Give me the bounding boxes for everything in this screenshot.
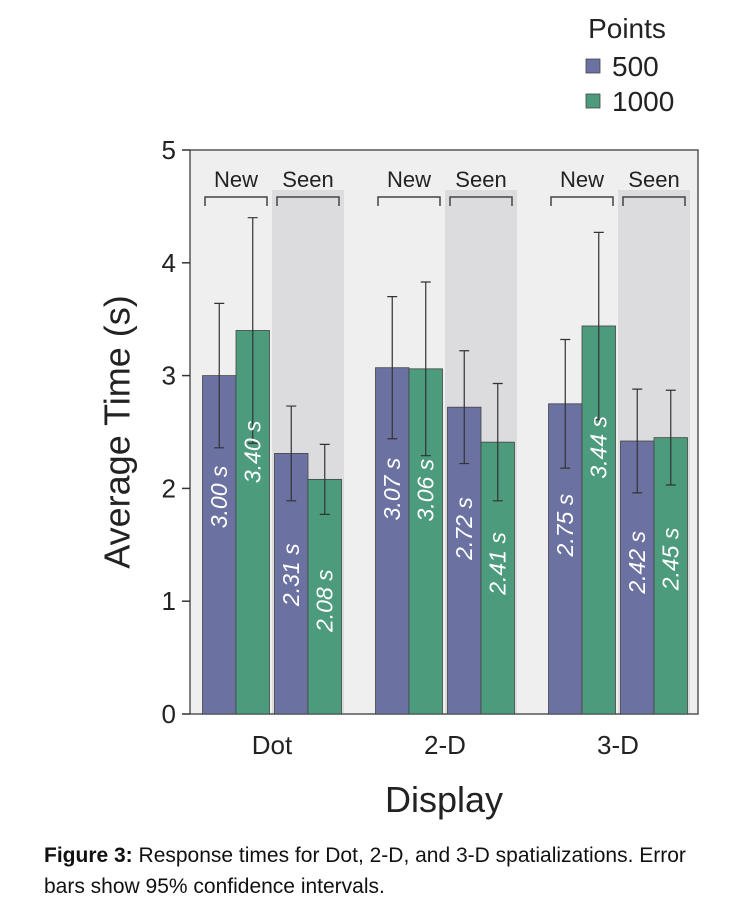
error-bar: [665, 389, 676, 486]
error-bar: [214, 302, 225, 449]
value-label: 3.07 s: [379, 457, 405, 520]
value-label: 2.75 s: [552, 493, 578, 557]
error-bar: [560, 338, 571, 469]
subgroup-bracket: [377, 196, 441, 206]
caption-label: Figure 3:: [44, 844, 133, 867]
legend-label: 500: [612, 51, 659, 82]
error-bar: [593, 231, 604, 421]
y-tick-label: 4: [162, 248, 176, 278]
subgroup-label: New: [214, 167, 258, 192]
x-tick-label: 2-D: [424, 730, 466, 760]
error-bar: [459, 350, 470, 465]
y-tick-label: 5: [162, 135, 176, 165]
legend-swatch: [585, 58, 601, 74]
subgroup-label: Seen: [282, 167, 333, 192]
value-label: 2.08 s: [312, 569, 338, 633]
subgroup-label: New: [560, 167, 604, 192]
error-bar: [286, 405, 297, 502]
error-bar: [420, 281, 431, 457]
error-bar: [387, 296, 398, 440]
subgroup-label: Seen: [628, 167, 679, 192]
y-tick-label: 2: [162, 473, 176, 503]
subgroup-label: Seen: [455, 167, 506, 192]
error-bar: [247, 217, 258, 444]
plot-frame: [189, 149, 699, 715]
bar: [307, 478, 342, 715]
value-label: 2.41 s: [485, 532, 511, 596]
x-tick-label: 3-D: [597, 730, 639, 760]
caption-text: Response times for Dot, 2-D, and 3-D spa…: [44, 844, 686, 898]
subgroup-bracket: [204, 196, 268, 206]
legend-label: 1000: [612, 86, 674, 117]
legend-title: Points: [588, 13, 666, 44]
value-label: 2.45 s: [658, 527, 684, 591]
y-tick-label: 3: [162, 361, 176, 391]
subgroup-bracket: [622, 196, 686, 206]
error-bar: [492, 382, 503, 502]
value-label: 3.00 s: [206, 465, 232, 528]
x-tick-label: Dot: [252, 730, 293, 760]
subgroup-label: New: [387, 167, 431, 192]
error-bar: [632, 388, 643, 494]
value-label: 2.31 s: [278, 543, 304, 607]
value-label: 3.44 s: [586, 415, 612, 478]
caption: Figure 3: Response times for Dot, 2-D, a…: [44, 840, 704, 902]
legend-swatch: [585, 93, 601, 109]
value-label: 2.42 s: [624, 531, 650, 595]
subgroup-bracket: [276, 196, 340, 206]
error-bar: [319, 443, 330, 515]
y-tick-label: 0: [162, 699, 176, 729]
subgroup-bracket: [449, 196, 513, 206]
subgroup-bracket: [550, 196, 614, 206]
value-label: 3.06 s: [413, 458, 439, 521]
bar: [620, 440, 655, 715]
value-label: 3.40 s: [240, 420, 266, 483]
x-axis-label: Display: [385, 779, 503, 820]
y-axis-label: Average Time (s): [97, 295, 138, 568]
chart: Points Average Time (s) Display 0 1 2 3 4 5 Do…: [97, 13, 699, 820]
value-label: 2.72 s: [451, 497, 477, 561]
y-tick-label: 1: [162, 586, 176, 616]
